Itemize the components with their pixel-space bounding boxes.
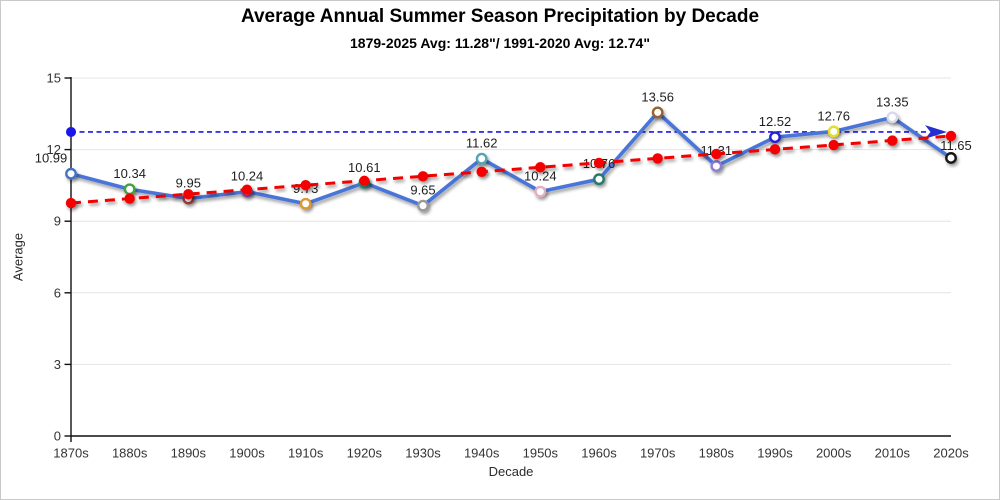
- trend-dot: [476, 166, 487, 177]
- data-point-marker: [299, 197, 312, 210]
- trend-dot: [65, 197, 77, 209]
- trend-dot: [300, 179, 311, 191]
- x-tick-label: 1930s: [405, 446, 441, 461]
- data-point-label: 11.65: [940, 138, 972, 153]
- trend-dot: [652, 153, 663, 164]
- x-tick-label: 1900s: [229, 446, 265, 461]
- data-point-label: 9.95: [176, 176, 201, 191]
- data-point-label: 12.76: [817, 108, 850, 123]
- data-point-marker: [65, 167, 77, 180]
- y-tick-label: 9: [54, 214, 61, 229]
- chart-title: Average Annual Summer Season Precipitati…: [240, 6, 760, 27]
- trend-dot: [241, 184, 253, 195]
- trend-dot: [828, 139, 839, 151]
- trend-dot: [711, 148, 722, 160]
- data-point-label: 10.24: [231, 169, 264, 184]
- x-tick-label: 1960s: [581, 446, 617, 461]
- x-tick-label: 1890s: [171, 446, 207, 461]
- data-point-label: 10.24: [524, 169, 557, 184]
- y-tick-label: 6: [54, 285, 61, 300]
- trend-dot: [359, 175, 370, 187]
- x-tick-label: 1940s: [464, 446, 500, 461]
- x-tick-label: 1990s: [757, 446, 793, 461]
- trend-dot: [183, 189, 194, 200]
- trend-dot: [945, 130, 957, 142]
- data-point-label: 10.61: [348, 160, 381, 175]
- avg-line-start-dot: [66, 126, 76, 137]
- x-tick-label: 1910s: [288, 446, 324, 461]
- data-point-marker: [886, 111, 899, 124]
- x-tick-label: 1920s: [347, 446, 383, 461]
- x-tick-label: 1980s: [699, 446, 735, 461]
- data-point-label: 13.56: [641, 89, 674, 104]
- trend-dot: [417, 171, 429, 182]
- trend-dot: [124, 193, 135, 204]
- x-tick-label: 1970s: [640, 446, 676, 461]
- data-point-label: 12.52: [759, 114, 792, 129]
- data-point-label: 10.99: [35, 151, 68, 166]
- trend-line: [70, 134, 952, 205]
- data-point-label: 11.62: [466, 136, 498, 151]
- x-tick-label: 1880s: [112, 446, 148, 461]
- y-tick-label: 3: [54, 357, 61, 372]
- trend-dot: [593, 157, 605, 169]
- data-point-label: 13.35: [876, 94, 909, 109]
- x-axis-title: Decade: [488, 464, 534, 479]
- x-tick-label: 2020s: [933, 446, 969, 461]
- trend-dot: [769, 144, 781, 155]
- data-point-marker: [593, 173, 605, 186]
- data-point-label: 9.65: [410, 183, 435, 198]
- chart-subtitle: 1879-2025 Avg: 11.28"/ 1991-2020 Avg: 12…: [350, 35, 650, 51]
- y-tick-label: 0: [54, 429, 61, 444]
- data-point-label: 10.34: [113, 166, 146, 181]
- x-tick-label: 1870s: [53, 446, 89, 461]
- data-point-marker: [475, 152, 488, 165]
- data-point-marker: [123, 183, 136, 196]
- data-point-marker: [534, 185, 547, 198]
- data-point-marker: [651, 106, 664, 119]
- trend-dot: [887, 135, 898, 146]
- y-tick-label: 12: [47, 142, 61, 157]
- precipitation-series-line: [69, 110, 953, 208]
- data-point-marker: [827, 125, 840, 138]
- trend-dot: [535, 162, 546, 173]
- x-tick-label: 2010s: [875, 446, 911, 461]
- data-point-marker: [945, 152, 957, 164]
- y-tick-label: 15: [47, 71, 61, 86]
- data-point-marker: [769, 131, 781, 144]
- arrow-right-icon: [925, 125, 947, 139]
- data-point-marker: [417, 199, 429, 212]
- data-point-marker: [710, 160, 723, 172]
- x-tick-label: 2000s: [816, 446, 852, 461]
- y-axis-title: Average: [10, 232, 26, 282]
- x-tick-label: 1950s: [523, 446, 559, 461]
